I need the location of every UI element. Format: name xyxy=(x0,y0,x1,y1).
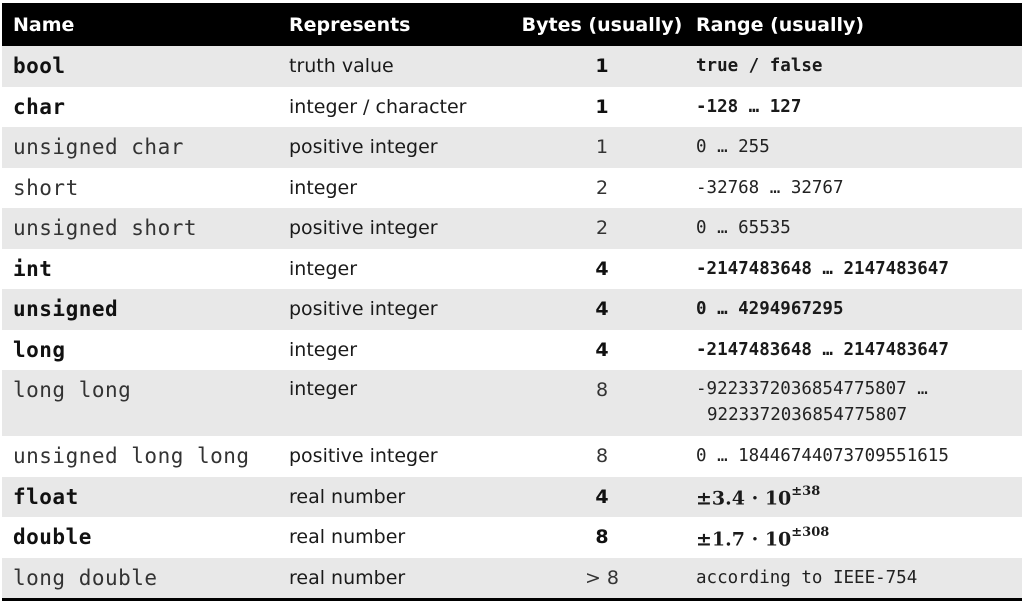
table-header: Name Represents Bytes (usually) Range (u… xyxy=(2,3,1022,46)
type-range: 0 … 255 xyxy=(696,137,770,158)
type-bytes: 4 xyxy=(595,298,609,321)
type-range: 0 … 18446744073709551615 xyxy=(696,446,949,467)
type-range: true / false xyxy=(696,56,823,77)
type-represents: real number xyxy=(289,566,406,589)
type-represents: positive integer xyxy=(289,217,438,240)
type-range: 0 … 65535 xyxy=(696,218,791,239)
type-name: short xyxy=(13,175,79,200)
type-range-line-1: -9223372036854775807 … xyxy=(696,379,928,399)
header-name: Name xyxy=(13,13,75,36)
table-row: int integer 4 -2147483648 … 2147483647 xyxy=(2,248,1022,289)
type-range: -2147483648 … 2147483647 xyxy=(696,258,949,279)
type-bytes: 4 xyxy=(595,257,609,280)
type-range: -2147483648 … 2147483647 xyxy=(696,339,949,360)
table-row: unsigned long long positive integer 8 0 … xyxy=(2,436,1022,477)
table-row: float real number 4 ±3.4 · 10±38 xyxy=(2,476,1022,517)
type-represents: positive integer xyxy=(289,136,438,159)
range-exponent: ±308 xyxy=(791,524,830,540)
type-represents: integer xyxy=(289,176,358,199)
type-name: char xyxy=(13,94,66,119)
type-name: unsigned char xyxy=(13,135,184,160)
type-bytes: 8 xyxy=(595,526,609,549)
table-row: bool truth value 1 true / false xyxy=(2,46,1022,87)
type-represents: integer xyxy=(289,378,358,400)
type-name: long xyxy=(13,337,66,362)
type-bytes: 8 xyxy=(595,445,609,468)
type-represents: real number xyxy=(289,485,406,508)
type-name: unsigned xyxy=(13,297,119,322)
type-bytes: > 8 xyxy=(584,566,620,589)
type-range: 0 … 4294967295 xyxy=(696,299,844,320)
type-bytes: 1 xyxy=(595,136,609,159)
type-represents: truth value xyxy=(289,55,394,78)
header-bytes: Bytes (usually) xyxy=(521,13,683,36)
type-represents: integer / character xyxy=(289,95,467,118)
type-range: -128 … 127 xyxy=(696,96,802,117)
table-row: short integer 2 -32768 … 32767 xyxy=(2,167,1022,208)
type-name: bool xyxy=(13,54,66,79)
table-row: long integer 4 -2147483648 … 2147483647 xyxy=(2,329,1022,370)
data-types-table: Name Represents Bytes (usually) Range (u… xyxy=(2,3,1022,601)
range-base: ±3.4 · 10 xyxy=(696,487,792,510)
type-bytes: 1 xyxy=(595,55,609,78)
type-range: -9223372036854775807 … 92233720368547758… xyxy=(695,370,1022,428)
table-row: long long integer 8 -9223372036854775807… xyxy=(2,370,1022,436)
type-name: long long xyxy=(13,378,132,402)
table-row: long double real number > 8 according to… xyxy=(2,557,1022,598)
type-bytes: 4 xyxy=(595,338,609,361)
type-name: double xyxy=(13,525,92,550)
type-name: unsigned long long xyxy=(13,444,250,469)
table-row: unsigned positive integer 4 0 … 42949672… xyxy=(2,289,1022,330)
type-name: long double xyxy=(13,565,158,590)
type-represents: integer xyxy=(289,338,358,361)
type-bytes: 2 xyxy=(595,217,609,240)
table-row: char integer / character 1 -128 … 127 xyxy=(2,86,1022,127)
type-represents: integer xyxy=(289,257,358,280)
type-range: according to IEEE-754 xyxy=(696,567,918,588)
table-row: unsigned short positive integer 2 0 … 65… xyxy=(2,208,1022,249)
type-name: float xyxy=(13,484,79,509)
type-range: -32768 … 32767 xyxy=(696,177,844,198)
type-name: int xyxy=(13,256,53,281)
header-range: Range (usually) xyxy=(696,13,865,36)
table-row: double real number 8 ±1.7 · 10±308 xyxy=(2,517,1022,558)
type-range-line-2: 9223372036854775807 xyxy=(707,405,908,425)
header-represents: Represents xyxy=(289,13,411,36)
type-bytes: 1 xyxy=(595,95,609,118)
type-range: ±1.7 · 10±308 xyxy=(695,522,1022,553)
table-row: unsigned char positive integer 1 0 … 255 xyxy=(2,127,1022,168)
type-bytes: 2 xyxy=(595,176,609,199)
range-base: ±1.7 · 10 xyxy=(696,527,792,550)
type-range: ±3.4 · 10±38 xyxy=(695,481,1022,512)
type-bytes: 4 xyxy=(595,485,609,508)
type-name: unsigned short xyxy=(13,216,198,241)
type-represents: positive integer xyxy=(289,445,438,468)
type-represents: positive integer xyxy=(289,298,438,321)
range-exponent: ±38 xyxy=(791,484,821,500)
type-represents: real number xyxy=(289,526,406,549)
type-bytes: 8 xyxy=(595,379,609,401)
